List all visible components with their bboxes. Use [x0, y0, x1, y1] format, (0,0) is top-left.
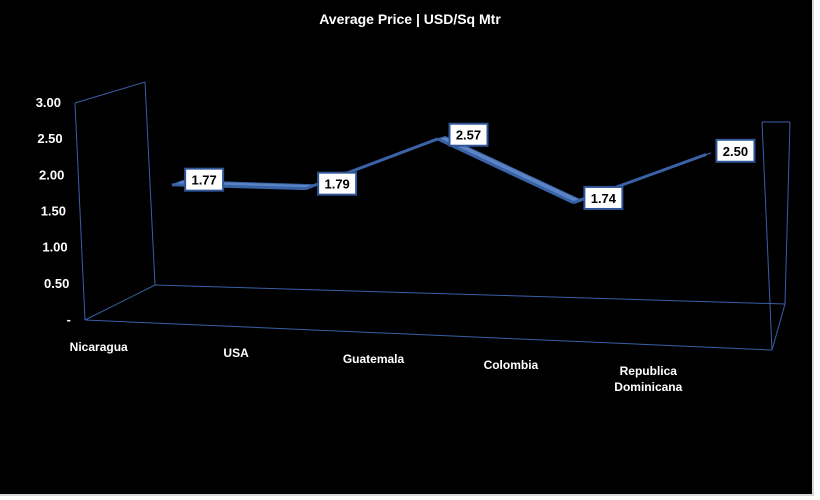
back-right-edge — [784, 121, 791, 305]
front-right-edge — [761, 121, 773, 351]
data-label: 2.57 — [448, 122, 489, 147]
floor-front-edge — [84, 319, 773, 351]
back-left-edge — [144, 81, 156, 286]
back-floor-edge — [154, 284, 786, 305]
x-category-label: Nicaragua — [70, 340, 128, 354]
series-line — [437, 137, 575, 205]
y-tick-label: 2.50 — [37, 131, 62, 146]
floor-left-edge — [84, 284, 156, 321]
y-tick-label: 1.50 — [41, 204, 66, 219]
x-category-label: Guatemala — [343, 352, 405, 366]
front-left-edge — [74, 102, 86, 321]
series-ribbon — [171, 136, 712, 205]
y-tick-label: 1.00 — [42, 240, 67, 255]
data-label-box — [583, 185, 624, 210]
x-category-label: USA — [223, 346, 249, 360]
data-label-text: 2.50 — [723, 144, 748, 159]
data-label: 2.50 — [715, 138, 756, 163]
x-category-label: Republica Dominicana — [614, 364, 682, 394]
data-label: 1.77 — [184, 167, 225, 192]
data-label-text: 1.74 — [591, 191, 617, 206]
x-category-label: Colombia — [484, 358, 539, 372]
y-axis-tick-labels: - 0.50 1.00 1.50 2.00 2.50 3.00 — [36, 95, 71, 327]
data-label-box — [317, 171, 358, 196]
floor-right-edge — [771, 303, 786, 351]
top-left-edge — [74, 81, 146, 104]
data-label-text: 1.77 — [191, 173, 216, 188]
data-label: 1.79 — [317, 171, 358, 196]
data-label-box — [715, 138, 756, 163]
chart-title: Average Price | USD/Sq Mtr — [319, 11, 501, 27]
x-axis-category-labels: Nicaragua USA Guatemala Colombia Republica Do… — [70, 340, 683, 394]
data-label-box — [448, 122, 489, 147]
axes-frame — [74, 81, 791, 351]
data-label-text: 2.57 — [456, 128, 481, 143]
y-tick-label: 3.00 — [36, 95, 61, 110]
y-tick-label: 0.50 — [44, 276, 69, 291]
data-label-box — [184, 167, 225, 192]
data-labels: 1.77 1.79 2.57 1.74 2.50 — [184, 122, 756, 210]
y-tick-label: - — [67, 312, 71, 327]
data-label: 1.74 — [583, 185, 624, 210]
data-label-text: 1.79 — [324, 177, 349, 192]
y-tick-label: 2.00 — [39, 167, 64, 182]
